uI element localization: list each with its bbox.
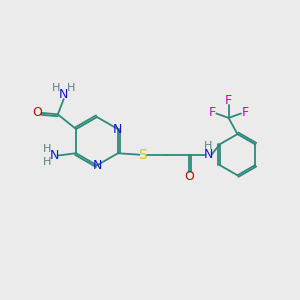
Text: H: H bbox=[67, 83, 75, 93]
Text: N: N bbox=[49, 149, 59, 162]
Text: H: H bbox=[52, 83, 61, 93]
Text: O: O bbox=[32, 106, 42, 119]
Text: N: N bbox=[92, 159, 102, 172]
Text: F: F bbox=[241, 106, 248, 118]
Text: F: F bbox=[209, 106, 216, 118]
Text: N: N bbox=[203, 148, 213, 161]
Text: O: O bbox=[184, 170, 194, 183]
Text: S: S bbox=[139, 148, 147, 162]
Text: H: H bbox=[43, 144, 51, 154]
Text: N: N bbox=[59, 88, 68, 101]
Text: N: N bbox=[113, 123, 123, 136]
Text: H: H bbox=[43, 157, 51, 167]
Text: H: H bbox=[204, 142, 212, 152]
Text: F: F bbox=[225, 94, 232, 107]
